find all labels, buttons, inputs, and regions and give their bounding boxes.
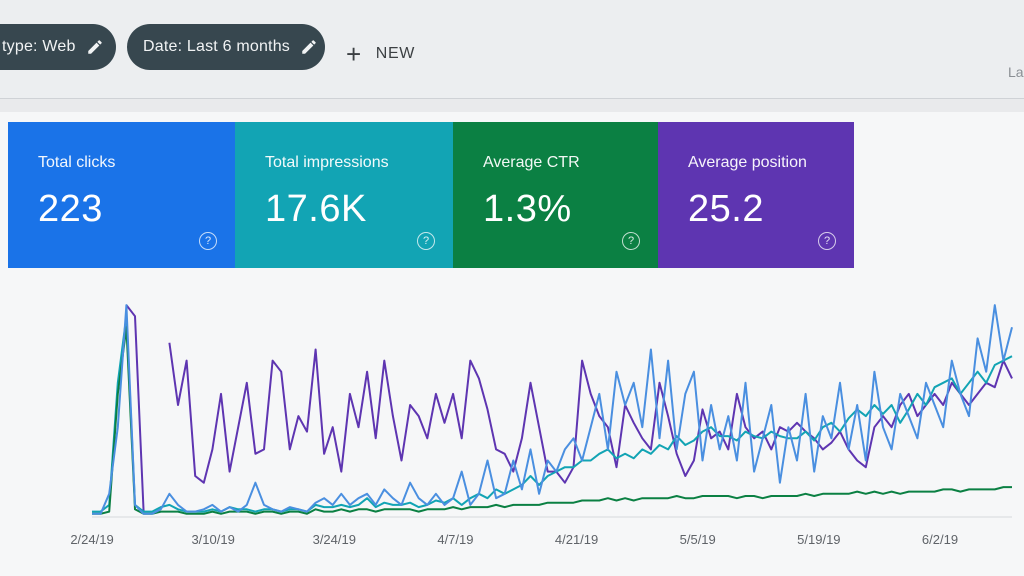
x-tick-label: 3/10/19 <box>191 532 234 547</box>
x-tick-label: 5/5/19 <box>680 532 716 547</box>
metric-card-total-clicks[interactable]: Total clicks 223 ? <box>8 122 235 268</box>
series-line-2 <box>92 326 1012 515</box>
metric-cards: Total clicks 223 ? Total impressions 17.… <box>8 122 854 268</box>
x-tick-label: 4/7/19 <box>437 532 473 547</box>
new-filter-label: NEW <box>375 45 415 62</box>
type-filter-chip[interactable]: type: Web <box>0 24 116 70</box>
metric-card-total-impressions[interactable]: Total impressions 17.6K ? <box>235 122 453 268</box>
metric-card-average-position[interactable]: Average position 25.2 ? <box>658 122 854 268</box>
help-icon[interactable]: ? <box>417 232 435 250</box>
metric-value: 25.2 <box>688 188 764 230</box>
help-icon[interactable]: ? <box>199 232 217 250</box>
help-icon[interactable]: ? <box>622 232 640 250</box>
last-updated-text: La <box>1008 64 1024 80</box>
performance-line-chart: 2/24/19 3/10/19 3/24/19 4/7/19 4/21/19 5/5/19… <box>70 304 1013 547</box>
new-filter-button[interactable]: + NEW <box>346 36 415 72</box>
x-tick-label: 4/21/19 <box>555 532 598 547</box>
series-line-1 <box>92 315 1013 513</box>
metric-label: Total impressions <box>265 154 389 171</box>
x-tick-label: 5/19/19 <box>797 532 840 547</box>
metric-label: Average CTR <box>483 154 580 171</box>
x-tick-label: 3/24/19 <box>313 532 356 547</box>
series-line-0 <box>125 304 1013 512</box>
edit-pencil-icon[interactable] <box>300 38 318 56</box>
edit-pencil-icon[interactable] <box>86 38 104 56</box>
metric-value: 17.6K <box>265 188 367 230</box>
type-filter-label: type: Web <box>2 38 76 55</box>
series-line-3 <box>92 304 1013 515</box>
performance-panel: Total clicks 223 ? Total impressions 17.… <box>0 112 1024 576</box>
metric-label: Total clicks <box>38 154 116 171</box>
help-icon[interactable]: ? <box>818 232 836 250</box>
date-filter-label: Date: Last 6 months <box>143 38 290 55</box>
metric-label: Average position <box>688 154 807 171</box>
metric-value: 223 <box>38 188 103 230</box>
metric-value: 1.3% <box>483 188 572 230</box>
x-tick-label: 2/24/19 <box>70 532 113 547</box>
date-filter-chip[interactable]: Date: Last 6 months <box>127 24 325 70</box>
filter-bar: type: Web Date: Last 6 months + NEW La <box>0 0 1024 99</box>
metric-card-average-ctr[interactable]: Average CTR 1.3% ? <box>453 122 658 268</box>
plus-icon: + <box>346 39 362 69</box>
x-tick-label: 6/2/19 <box>922 532 958 547</box>
